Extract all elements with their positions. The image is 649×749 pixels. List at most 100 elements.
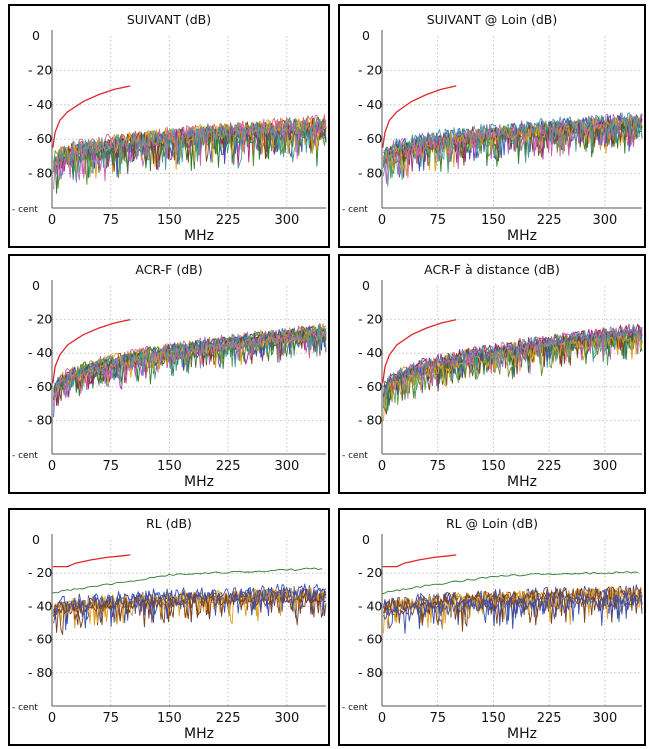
x-tick-label: 75: [102, 711, 119, 726]
limit-line: [52, 554, 131, 568]
measurement-trace: [53, 590, 327, 633]
y-tick-label: - cent: [342, 451, 368, 461]
chart-title: ACR-F à distance (dB): [424, 262, 560, 277]
y-tick-label: - 80: [358, 412, 382, 427]
measurement-trace: [53, 326, 327, 418]
x-tick-label: 225: [537, 213, 562, 228]
chart-svg: RL @ Loin (dB) 0 - 20 - 40 - 60 - 80 - cent 0 75…: [342, 516, 643, 742]
chart-title: SUIVANT @ Loin (dB): [427, 12, 558, 27]
chart-svg: SUIVANT (dB) 0 - 20 - 40 - 60 - 80 - cent 0 75 15…: [12, 12, 327, 244]
limit-line: [382, 85, 457, 148]
y-tick-label: 0: [32, 532, 40, 547]
y-tick-label: - 40: [28, 97, 52, 112]
chart-panel: ACR-F à distance (dB) 0 - 20 - 40 - 60 - 80 - …: [338, 254, 646, 494]
measurement-trace: [383, 121, 643, 174]
limit-line: [52, 318, 131, 384]
chart-panel: ACR-F (dB) 0 - 20 - 40 - 60 - 80 - cent 0 75 150 2…: [8, 254, 330, 494]
measurement-trace: [383, 585, 643, 625]
measurement-trace: [53, 118, 327, 177]
y-tick-label: - 20: [358, 62, 382, 77]
measurement-trace: [53, 121, 327, 180]
y-tick-label: - 80: [28, 412, 52, 427]
x-tick-label: 300: [592, 213, 617, 228]
x-tick-label: 150: [157, 711, 182, 726]
y-tick-label: - 20: [28, 565, 52, 580]
y-tick-label: - 40: [28, 598, 52, 613]
limit-line: [382, 318, 457, 384]
x-axis-label: MHz: [184, 474, 214, 490]
limit-line: [382, 554, 457, 568]
y-tick-label: 0: [362, 278, 370, 293]
x-tick-label: 75: [429, 213, 446, 228]
chart-panel: SUIVANT (dB) 0 - 20 - 40 - 60 - 80 - cent 0 75 15…: [8, 4, 330, 248]
x-tick-label: 300: [592, 459, 617, 474]
x-axis-label: MHz: [184, 228, 214, 244]
x-tick-label: 0: [48, 459, 56, 474]
y-tick-label: - 20: [358, 565, 382, 580]
x-tick-label: 225: [216, 213, 241, 228]
upper-trace: [381, 571, 639, 595]
chart-svg: SUIVANT @ Loin (dB) 0 - 20 - 40 - 60 - 80 - ce…: [342, 12, 643, 244]
chart-title: ACR-F (dB): [135, 262, 202, 277]
measurement-trace: [53, 329, 327, 407]
y-tick-label: - 80: [28, 166, 52, 181]
x-tick-label: 150: [481, 711, 506, 726]
y-tick-label: - 20: [358, 312, 382, 327]
x-tick-label: 0: [48, 711, 56, 726]
x-tick-label: 0: [48, 213, 56, 228]
y-tick-label: - 80: [358, 665, 382, 680]
y-tick-label: - 40: [358, 345, 382, 360]
x-axis-label: MHz: [184, 726, 214, 742]
x-axis-label: MHz: [507, 228, 537, 244]
x-axis-label: MHz: [507, 726, 537, 742]
y-tick-label: - 20: [28, 62, 52, 77]
chart-svg: ACR-F à distance (dB) 0 - 20 - 40 - 60 - 80 - …: [342, 262, 643, 490]
y-tick-label: - 80: [358, 166, 382, 181]
measurement-trace: [53, 586, 327, 629]
y-tick-label: - 60: [28, 379, 52, 394]
x-tick-label: 150: [157, 459, 182, 474]
y-tick-label: - 60: [358, 131, 382, 146]
y-tick-label: - cent: [342, 703, 368, 713]
measurement-trace: [53, 117, 327, 183]
y-tick-label: - 40: [358, 97, 382, 112]
y-tick-label: 0: [32, 278, 40, 293]
y-tick-label: 0: [362, 28, 370, 43]
x-tick-label: 225: [537, 711, 562, 726]
y-tick-label: 0: [32, 28, 40, 43]
y-tick-label: - cent: [12, 703, 38, 713]
y-tick-label: - cent: [12, 205, 38, 215]
chart-title: RL @ Loin (dB): [446, 516, 538, 531]
y-tick-label: - 60: [358, 379, 382, 394]
chart-panel: RL @ Loin (dB) 0 - 20 - 40 - 60 - 80 - cent 0 75…: [338, 508, 646, 746]
x-tick-label: 225: [216, 711, 241, 726]
chart-panel: RL (dB) 0 - 20 - 40 - 60 - 80 - cent 0 75 150 225 3…: [8, 508, 330, 746]
x-tick-label: 75: [102, 213, 119, 228]
y-tick-label: - cent: [12, 451, 38, 461]
x-tick-label: 75: [429, 711, 446, 726]
upper-trace: [51, 567, 323, 594]
y-tick-label: - 60: [358, 632, 382, 647]
y-tick-label: - 40: [28, 345, 52, 360]
x-axis-label: MHz: [507, 474, 537, 490]
y-tick-label: - 80: [28, 665, 52, 680]
measurement-trace: [53, 327, 327, 397]
chart-svg: RL (dB) 0 - 20 - 40 - 60 - 80 - cent 0 75 150 225 3…: [12, 516, 327, 742]
x-tick-label: 75: [102, 459, 119, 474]
y-tick-label: - 60: [28, 131, 52, 146]
chart-panel: SUIVANT @ Loin (dB) 0 - 20 - 40 - 60 - 80 - ce…: [338, 4, 646, 248]
measurement-trace: [383, 112, 643, 164]
x-tick-label: 225: [537, 459, 562, 474]
y-tick-label: - 20: [28, 312, 52, 327]
x-tick-label: 150: [157, 213, 182, 228]
y-tick-label: 0: [362, 532, 370, 547]
x-tick-label: 300: [592, 711, 617, 726]
x-tick-label: 300: [274, 459, 299, 474]
chart-svg: ACR-F (dB) 0 - 20 - 40 - 60 - 80 - cent 0 75 150 2…: [12, 262, 327, 490]
x-tick-label: 0: [378, 213, 386, 228]
measurement-trace: [383, 588, 643, 630]
chart-title: SUIVANT (dB): [127, 12, 211, 27]
x-tick-label: 300: [274, 213, 299, 228]
y-tick-label: - 40: [358, 598, 382, 613]
x-tick-label: 75: [429, 459, 446, 474]
